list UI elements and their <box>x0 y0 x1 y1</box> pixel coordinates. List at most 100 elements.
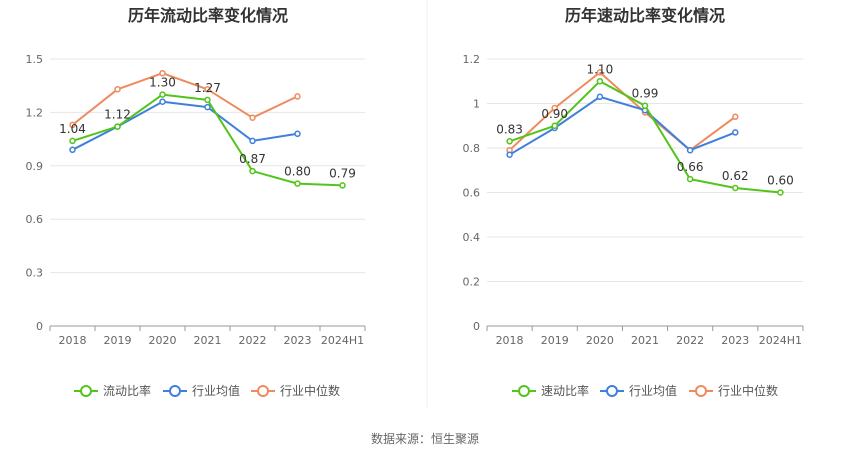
y-tick-label: 0.6 <box>463 187 481 200</box>
data-point-median <box>159 69 166 77</box>
y-tick-label: 0.8 <box>463 142 481 155</box>
data-point-avg <box>596 93 604 101</box>
x-tick-label: 2020 <box>149 334 177 347</box>
y-tick-label: 0.6 <box>26 213 44 226</box>
x-tick-label: 2024H1 <box>759 334 802 347</box>
legend-marker-icon <box>169 385 181 397</box>
legend-label: 行业中位数 <box>280 383 340 398</box>
x-tick-label: 2022 <box>676 334 704 347</box>
data-label: 1.27 <box>194 81 221 95</box>
data-point-main <box>641 102 649 109</box>
data-point-avg <box>686 146 694 154</box>
x-tick-label: 2020 <box>586 334 614 347</box>
data-point-main <box>551 122 558 130</box>
data-point-main <box>506 138 513 145</box>
data-point-main <box>69 137 76 145</box>
y-tick-label: 1.2 <box>463 53 481 66</box>
legend-item-main[interactable]: 流动比率 <box>74 383 151 398</box>
data-point-main <box>249 167 256 175</box>
x-tick-label: 2023 <box>284 334 312 347</box>
y-tick-label: 0.9 <box>26 160 44 173</box>
data-point-avg <box>294 130 301 138</box>
data-point-median <box>69 121 76 129</box>
x-tick-label: 2022 <box>239 334 267 347</box>
y-tick-label: 1.2 <box>26 106 44 119</box>
x-tick-label: 2019 <box>104 334 132 347</box>
data-point-avg <box>249 137 256 145</box>
series-line-avg <box>72 100 298 151</box>
data-label: 0.66 <box>677 160 704 174</box>
data-label: 1.10 <box>586 62 613 76</box>
chart-title: 历年流动比率变化情况 <box>128 6 288 25</box>
data-point-median <box>294 93 301 100</box>
data-point-median <box>114 86 121 93</box>
data-point-median <box>249 114 256 121</box>
x-tick-label: 2024H1 <box>321 334 364 347</box>
legend-marker-icon <box>518 385 530 397</box>
data-point-median <box>596 69 604 76</box>
data-point-main <box>294 180 301 187</box>
legend-item-avg[interactable]: 行业均值 <box>163 383 240 398</box>
data-point-median <box>551 104 558 112</box>
legend-item-main[interactable]: 速动比率 <box>512 383 589 398</box>
legend-item-median[interactable]: 行业中位数 <box>689 383 778 398</box>
data-point-main <box>204 96 211 104</box>
legend-label: 行业均值 <box>192 383 240 398</box>
series-line-avg <box>509 95 736 156</box>
data-point-avg <box>506 151 513 158</box>
data-point-avg <box>732 129 739 136</box>
legend-label: 行业中位数 <box>718 383 778 398</box>
data-label: 0.62 <box>722 169 749 183</box>
y-tick-label: 0.3 <box>26 267 44 280</box>
data-point-avg <box>204 103 211 111</box>
data-label: 0.80 <box>284 165 311 179</box>
legend-item-median[interactable]: 行业中位数 <box>251 383 340 398</box>
data-point-main <box>777 189 784 196</box>
data-point-avg <box>159 98 166 105</box>
legend-label: 行业均值 <box>629 383 677 398</box>
data-label: 0.99 <box>632 87 659 101</box>
chart-title: 历年速动比率变化情况 <box>565 6 725 25</box>
data-point-main <box>159 91 166 98</box>
legend-label: 流动比率 <box>103 383 151 398</box>
data-label: 1.12 <box>104 108 131 122</box>
legend-marker-icon <box>257 385 269 397</box>
x-tick-label: 2018 <box>496 334 524 347</box>
data-point-avg <box>69 146 76 154</box>
x-tick-label: 2018 <box>59 334 87 347</box>
current-ratio-chart: 历年流动比率变化情况 0 0.3 0.6 0.9 1.2 1.5 2018 2019 2020 2… <box>26 6 366 398</box>
y-tick-label: 0.2 <box>463 276 481 289</box>
x-tick-label: 2023 <box>721 334 749 347</box>
data-label: 0.60 <box>767 174 794 188</box>
data-label: 0.83 <box>496 122 523 136</box>
data-point-main <box>686 175 694 183</box>
data-label: 0.87 <box>239 152 266 166</box>
quick-ratio-chart: 历年速动比率变化情况 0 0.2 0.4 0.6 0.8 1 1.2 2018 2019 2020… <box>463 6 804 398</box>
data-point-main <box>339 182 346 189</box>
x-tick-label: 2019 <box>541 334 569 347</box>
y-tick-label: 1 <box>473 98 480 111</box>
y-tick-label: 0.4 <box>463 231 481 244</box>
legend-label: 速动比率 <box>541 383 589 398</box>
data-label: 1.30 <box>149 76 176 90</box>
legend-item-avg[interactable]: 行业均值 <box>600 383 677 398</box>
data-point-main <box>732 184 739 192</box>
data-label: 0.90 <box>541 107 568 121</box>
data-point-main <box>596 77 604 85</box>
data-label: 1.04 <box>59 122 86 136</box>
legend-marker-icon <box>606 385 618 397</box>
x-tick-label: 2021 <box>194 334 222 347</box>
data-point-median <box>732 113 739 121</box>
source-note: 数据来源：恒生聚源 <box>371 431 479 446</box>
data-label: 0.79 <box>329 166 356 180</box>
series-line-median <box>71 72 298 126</box>
data-point-median <box>204 86 211 93</box>
x-tick-label: 2021 <box>631 334 659 347</box>
data-point-main <box>114 123 121 130</box>
y-tick-label: 1.5 <box>26 53 44 66</box>
legend-marker-icon <box>80 385 92 397</box>
y-tick-label: 0 <box>473 320 480 333</box>
y-tick-label: 0 <box>36 320 43 333</box>
legend-marker-icon <box>695 385 707 397</box>
